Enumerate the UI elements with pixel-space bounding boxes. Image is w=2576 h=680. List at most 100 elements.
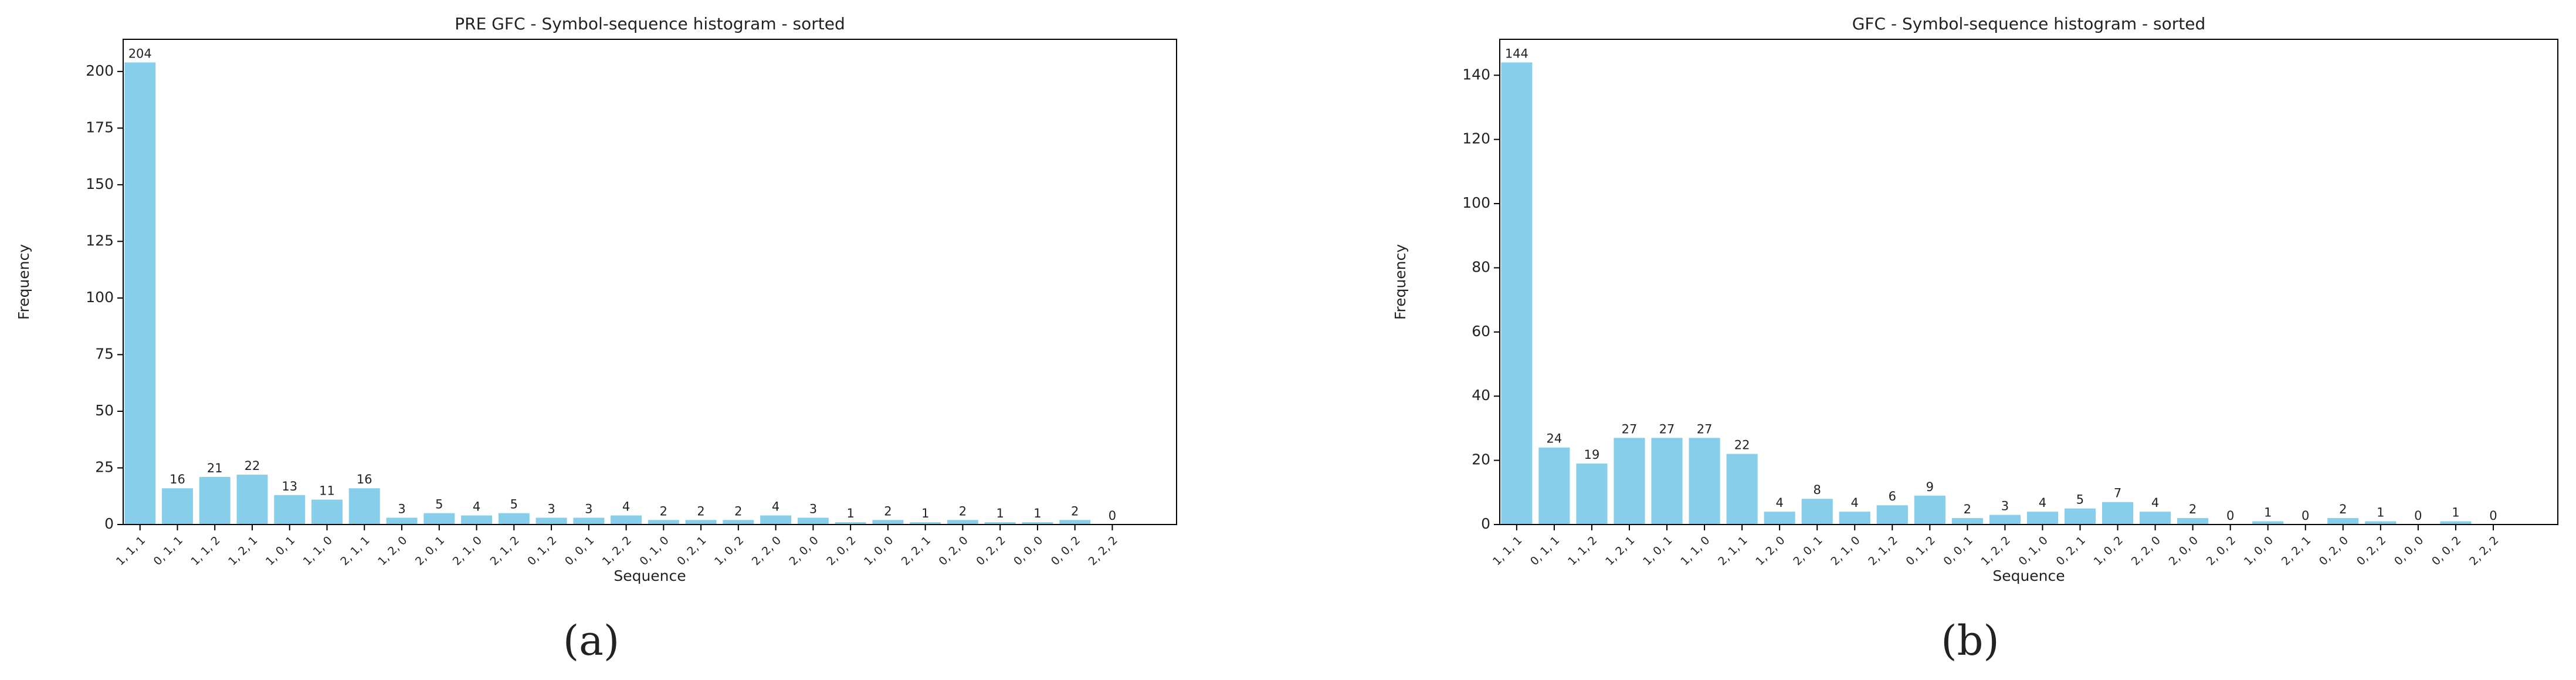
x-tick-label: 1, 0, 2 [712,534,746,568]
y-tick-label: 0 [104,515,114,532]
x-tick-label: 1, 1, 2 [1565,534,1599,568]
axes-frame [1499,39,2558,525]
x-tick-label: 0, 1, 1 [1528,534,1562,568]
y-tick-label: 50 [95,402,114,419]
y-tick-label: 60 [1472,323,1490,340]
x-tick-label: 2, 0, 1 [413,534,447,568]
x-tick-label: 0, 2, 1 [2054,534,2088,568]
caption: (a) [563,617,619,665]
bar [2365,521,2397,525]
bar [760,515,792,525]
x-tick-label: 2, 0, 0 [787,534,821,568]
value-label: 4 [772,500,779,514]
bar [1022,522,1053,525]
bar [1059,520,1091,525]
x-tick-label: 0, 2, 2 [2354,534,2388,568]
x-tick-label: 2, 0, 0 [2167,534,2201,568]
bar [199,476,231,525]
value-label: 2 [2189,502,2197,516]
x-tick-label: 1, 0, 0 [2242,534,2276,568]
bar [1689,438,1720,525]
x-tick-label: 0, 2, 0 [937,534,971,568]
value-label: 1 [1033,506,1041,520]
x-tick-label: 0, 1, 1 [151,534,185,568]
x-tick-label: 1, 0, 0 [862,534,896,568]
value-label: 27 [1659,422,1675,436]
bar [1651,438,1683,525]
x-tick-label: 2, 1, 1 [338,534,372,568]
x-tick-label: 0, 0, 2 [1049,534,1083,568]
bar [124,62,156,525]
value-label: 21 [207,461,223,475]
bar [2177,518,2209,525]
value-label: 204 [128,46,152,60]
y-tick-label: 0 [1481,515,1490,532]
value-label: 0 [2414,509,2422,523]
value-label: 1 [2452,506,2459,520]
value-label: 7 [2114,486,2121,500]
y-tick-label: 200 [86,62,114,79]
value-label: 3 [547,502,555,516]
x-tick-label: 1, 1, 1 [114,534,148,568]
value-label: 16 [357,472,372,486]
x-tick-label: 1, 1, 2 [188,534,222,568]
bar [2440,521,2472,525]
bar [461,515,493,525]
bar [573,517,605,525]
value-label: 9 [1926,480,1934,494]
bar [1764,512,1795,525]
caption: (b) [1941,617,1999,665]
x-tick-label: 0, 1, 0 [637,534,671,568]
y-tick-label: 25 [95,458,114,475]
bar [910,522,941,525]
bar [423,513,455,525]
value-label: 4 [2039,496,2046,510]
chart-title: GFC - Symbol-sequence histogram - sorted [1852,14,2206,33]
bar [2140,512,2171,525]
bar [1576,464,1608,525]
bar [2102,502,2134,525]
x-tick-label: 2, 0, 2 [2204,534,2238,568]
y-tick-label: 150 [86,175,114,192]
x-tick-label: 2, 2, 2 [1086,534,1120,568]
chart-title: PRE GFC - Symbol-sequence histogram - so… [455,14,845,33]
y-tick-label: 175 [86,119,114,136]
bar [1501,62,1533,525]
bar [1989,515,2021,525]
value-label: 0 [2302,509,2309,523]
x-tick-label: 2, 0, 2 [824,534,858,568]
value-label: 2 [1071,504,1079,518]
bar [648,520,679,525]
bar [2327,518,2359,525]
x-tick-label: 0, 1, 0 [2016,534,2050,568]
x-tick-label: 2, 1, 1 [1716,534,1750,568]
x-axis-label: Sequence [1992,567,2065,584]
y-tick-label: 75 [95,345,114,362]
value-label: 2 [884,504,892,518]
x-tick-label: 2, 1, 2 [1866,534,1900,568]
value-label: 3 [2001,499,2009,513]
value-label: 8 [1814,483,1821,497]
value-label: 4 [1775,496,1783,510]
x-tick-label: 2, 1, 2 [487,534,521,568]
bar [1914,495,1945,525]
x-tick-label: 2, 1, 0 [1828,534,1862,568]
bar [685,520,717,525]
value-label: 0 [2226,509,2234,523]
y-tick-label: 120 [1462,130,1490,147]
bar [1839,512,1870,525]
y-tick-label: 40 [1472,387,1490,404]
y-tick-label: 100 [1462,194,1490,211]
x-tick-label: 1, 0, 1 [263,534,297,568]
x-tick-label: 0, 0, 0 [2392,534,2426,568]
bar [311,499,343,525]
x-tick-label: 1, 0, 2 [2092,534,2126,568]
bar [1538,447,1570,525]
x-tick-label: 2, 0, 1 [1791,534,1825,568]
x-tick-label: 1, 1, 1 [1490,534,1524,568]
bar [835,522,866,525]
value-label: 24 [1547,432,1562,446]
value-label: 2 [697,504,704,518]
bar [1614,438,1645,525]
value-label: 2 [660,504,667,518]
